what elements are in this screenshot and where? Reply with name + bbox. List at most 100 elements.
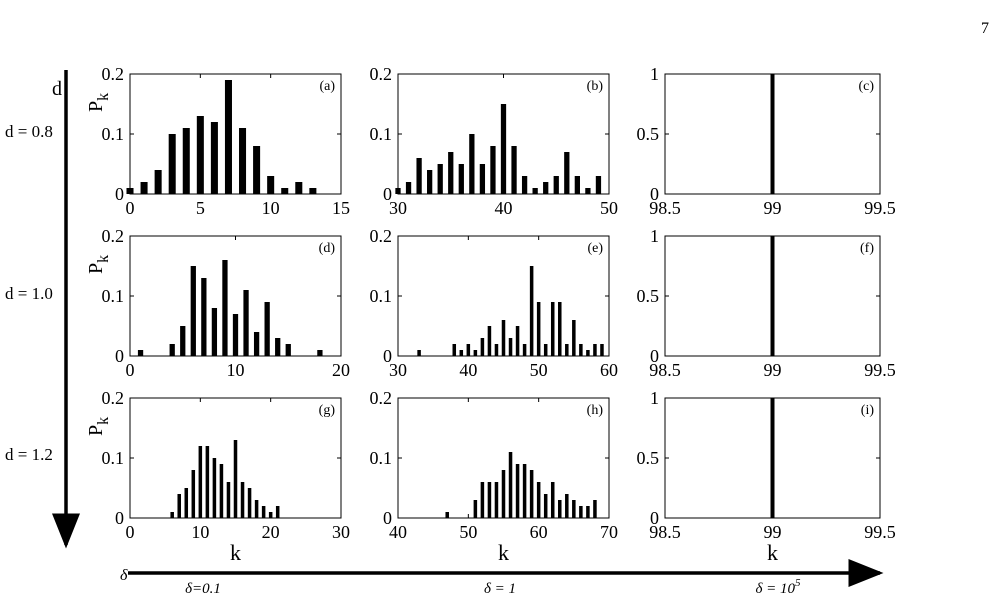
panel-f-xtick-label-2: 99.5	[864, 360, 896, 380]
panel-a-bar-4	[182, 128, 190, 194]
panel-e-bar-52	[550, 302, 555, 356]
panel-e-bar-45	[501, 320, 506, 356]
panel-b-bar-31	[405, 182, 412, 194]
panel-d-bar-12	[253, 332, 260, 356]
ylabel-sub: k	[95, 417, 112, 425]
panel-e-bar-43	[487, 326, 492, 356]
panel-e-bar-53	[558, 302, 562, 356]
panel-e-label: (e)	[587, 241, 603, 256]
panel-c-ytick-label-2: 1	[650, 64, 659, 84]
panel-g-bar-15	[233, 440, 238, 518]
panel-a-label: (a)	[319, 79, 335, 94]
panel-i-ytick-label-0: 0	[650, 508, 659, 528]
panel-h-xtick-label-1: 50	[459, 522, 477, 542]
panel-b-bar-43	[532, 188, 538, 194]
panel-e-bar-59	[600, 344, 604, 356]
panel-h-bar-51	[473, 500, 478, 518]
panel-i-ytick-label-1: 0.5	[637, 448, 660, 468]
panel-d-bar-8	[211, 308, 218, 356]
panel-c-ytick-label-0: 0	[650, 184, 659, 204]
panel-h-bar-62	[550, 482, 555, 518]
panel-h-bar-65	[572, 500, 576, 518]
panel-i-xlabel: k	[767, 540, 778, 565]
panel-g-xtick-label-2: 20	[262, 522, 280, 542]
delta-axis-label: δ	[120, 567, 128, 584]
panel-b-ytick-label-0: 0	[383, 184, 392, 204]
panel-d-bar-6	[190, 266, 196, 356]
panel-b-bar-42	[521, 176, 528, 194]
panel-a-bar-12	[295, 182, 303, 194]
panel-d-bar-15	[285, 344, 291, 356]
panel-d-ytick-label-2: 0.2	[102, 226, 125, 246]
panel-e-bar-38	[452, 344, 457, 356]
panel-c-ytick-label-1: 0.5	[637, 124, 660, 144]
panel-b-bar-47	[574, 176, 580, 194]
panel-d-ytick-label-0: 0	[115, 346, 124, 366]
panel-a-bar-9	[253, 146, 261, 194]
panel-e-bar-47	[515, 326, 520, 356]
panel-g-bar-9	[191, 470, 196, 518]
ylabel-main: P	[85, 425, 107, 436]
panel-i-label: (i)	[861, 403, 875, 418]
panel-b-bar-48	[585, 188, 591, 194]
panel-h-bar-63	[558, 500, 562, 518]
panel-i-bar-99	[770, 398, 775, 518]
panel-f-label: (f)	[860, 241, 874, 256]
panel-d-bar-14	[275, 338, 281, 356]
panel-e-ytick-label-0: 0	[383, 346, 392, 366]
panel-d-xtick-label-0: 0	[126, 360, 135, 380]
panel-h-bar-52	[480, 482, 485, 518]
panel-g-bar-18	[254, 500, 259, 518]
panel-b-bar-46	[564, 152, 570, 194]
panel-g-ytick-label-2: 0.2	[102, 388, 125, 408]
panel-g-bar-17	[247, 488, 252, 518]
panel-b-bar-44	[543, 182, 549, 194]
panel-b-bar-36	[458, 164, 464, 194]
column-label-delta1e5-sup: 5	[795, 577, 801, 589]
panel-h-bar-47	[445, 512, 449, 518]
ylabel-sub: k	[95, 93, 112, 101]
panel-g-ylabel: Pk	[85, 417, 112, 436]
panel-b-bar-32	[416, 158, 422, 194]
panel-b-bar-40	[500, 104, 507, 194]
panel-b-bar-34	[437, 164, 443, 194]
panel-b-bar-49	[595, 176, 602, 194]
panel-c-xtick-label-0: 98.5	[649, 198, 681, 218]
panel-h-bar-56	[508, 452, 513, 518]
panel-h-label: (h)	[587, 403, 604, 418]
panel-g-bar-13	[219, 464, 224, 518]
panel-e-ytick-label-2: 0.2	[370, 226, 393, 246]
panel-d-bar-5	[180, 326, 186, 356]
panel-g-bar-19	[261, 506, 266, 518]
panel-a-bar-3	[168, 134, 176, 194]
panel-b-bar-39	[490, 146, 496, 194]
panel-g-bar-14	[226, 482, 231, 518]
panel-h-bar-64	[565, 494, 569, 518]
panel-c-xtick-label-2: 99.5	[864, 198, 896, 218]
column-label-delta01: δ=0.1	[185, 581, 221, 597]
panel-h-bar-66	[579, 506, 583, 518]
panel-d-xtick-label-1: 10	[227, 360, 245, 380]
panel-d-ytick-label-1: 0.1	[102, 286, 125, 306]
panel-i-xtick-label-0: 98.5	[649, 522, 681, 542]
panel-e-bar-54	[565, 344, 569, 356]
panel-a-xtick-label-2: 10	[262, 198, 280, 218]
panel-c-label: (c)	[858, 79, 874, 94]
panel-a-xtick-label-1: 5	[196, 198, 205, 218]
panel-f-bar-99	[770, 236, 775, 356]
panel-a-bar-5	[196, 116, 204, 194]
panel-h-bar-53	[487, 482, 492, 518]
ylabel-main: P	[85, 263, 107, 274]
d-axis-label: d	[52, 78, 62, 100]
panel-g-bar-8	[184, 488, 189, 518]
panel-d-bar-11	[243, 290, 249, 356]
panel-h-bar-55	[501, 470, 506, 518]
panel-e-bar-33	[417, 350, 421, 356]
panel-b-bar-35	[448, 152, 454, 194]
panel-g-xtick-label-1: 10	[191, 522, 209, 542]
column-label-delta1e5-main: δ = 10	[755, 581, 795, 597]
panel-d-bar-9	[222, 260, 228, 356]
panel-h-bar-58	[522, 464, 527, 518]
panel-g-xlabel: k	[230, 540, 241, 565]
